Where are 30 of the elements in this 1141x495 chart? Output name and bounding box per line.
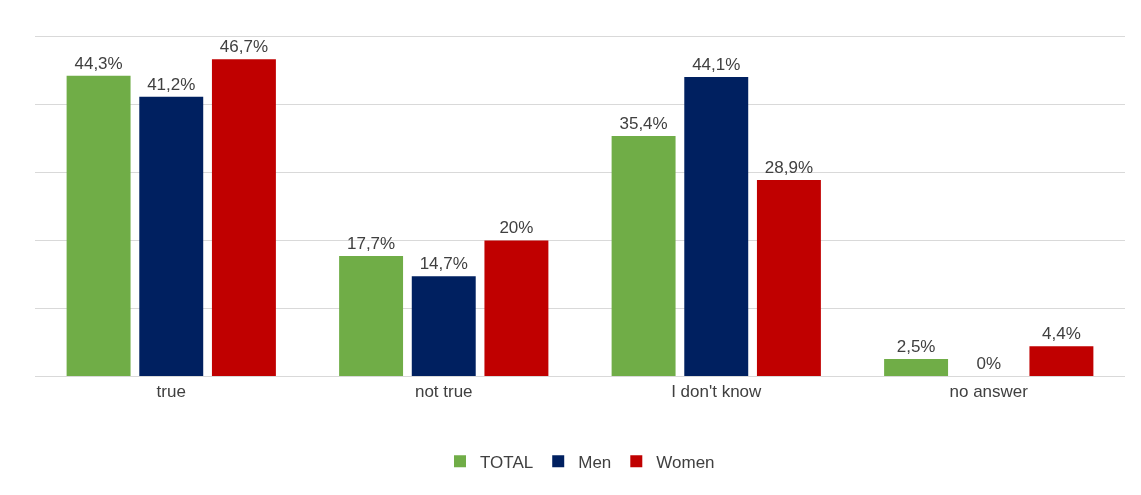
data-label: 35,4% xyxy=(619,113,668,133)
legend-label: Men xyxy=(578,452,612,472)
bar xyxy=(756,180,821,376)
bar xyxy=(411,276,476,376)
bar xyxy=(1029,346,1094,376)
bar xyxy=(884,359,949,376)
legend-label: Women xyxy=(656,452,715,472)
data-label: 44,1% xyxy=(692,55,741,74)
data-label: 44,3% xyxy=(74,53,123,73)
bar xyxy=(66,75,131,376)
data-label: 20% xyxy=(499,218,534,238)
bar xyxy=(139,96,204,376)
data-label: 0% xyxy=(976,354,1002,373)
data-label: 46,7% xyxy=(219,37,269,57)
x-tick-label: no answer xyxy=(949,382,1029,402)
data-label: 14,7% xyxy=(419,254,468,274)
data-label: 17,7% xyxy=(346,233,396,253)
x-tick-label: not true xyxy=(414,382,473,402)
bar xyxy=(484,240,549,376)
legend-label: TOTAL xyxy=(480,452,534,472)
bar xyxy=(211,59,276,376)
bar xyxy=(684,77,749,376)
x-tick-label: I don't know xyxy=(671,382,763,402)
data-label: 4,4% xyxy=(1042,324,1081,344)
bar xyxy=(611,135,676,376)
bar xyxy=(339,255,404,376)
data-label: 28,9% xyxy=(764,158,814,178)
x-tick-label: true xyxy=(156,382,186,402)
data-label: 41,2% xyxy=(147,74,196,94)
data-label: 2,5% xyxy=(896,337,936,357)
